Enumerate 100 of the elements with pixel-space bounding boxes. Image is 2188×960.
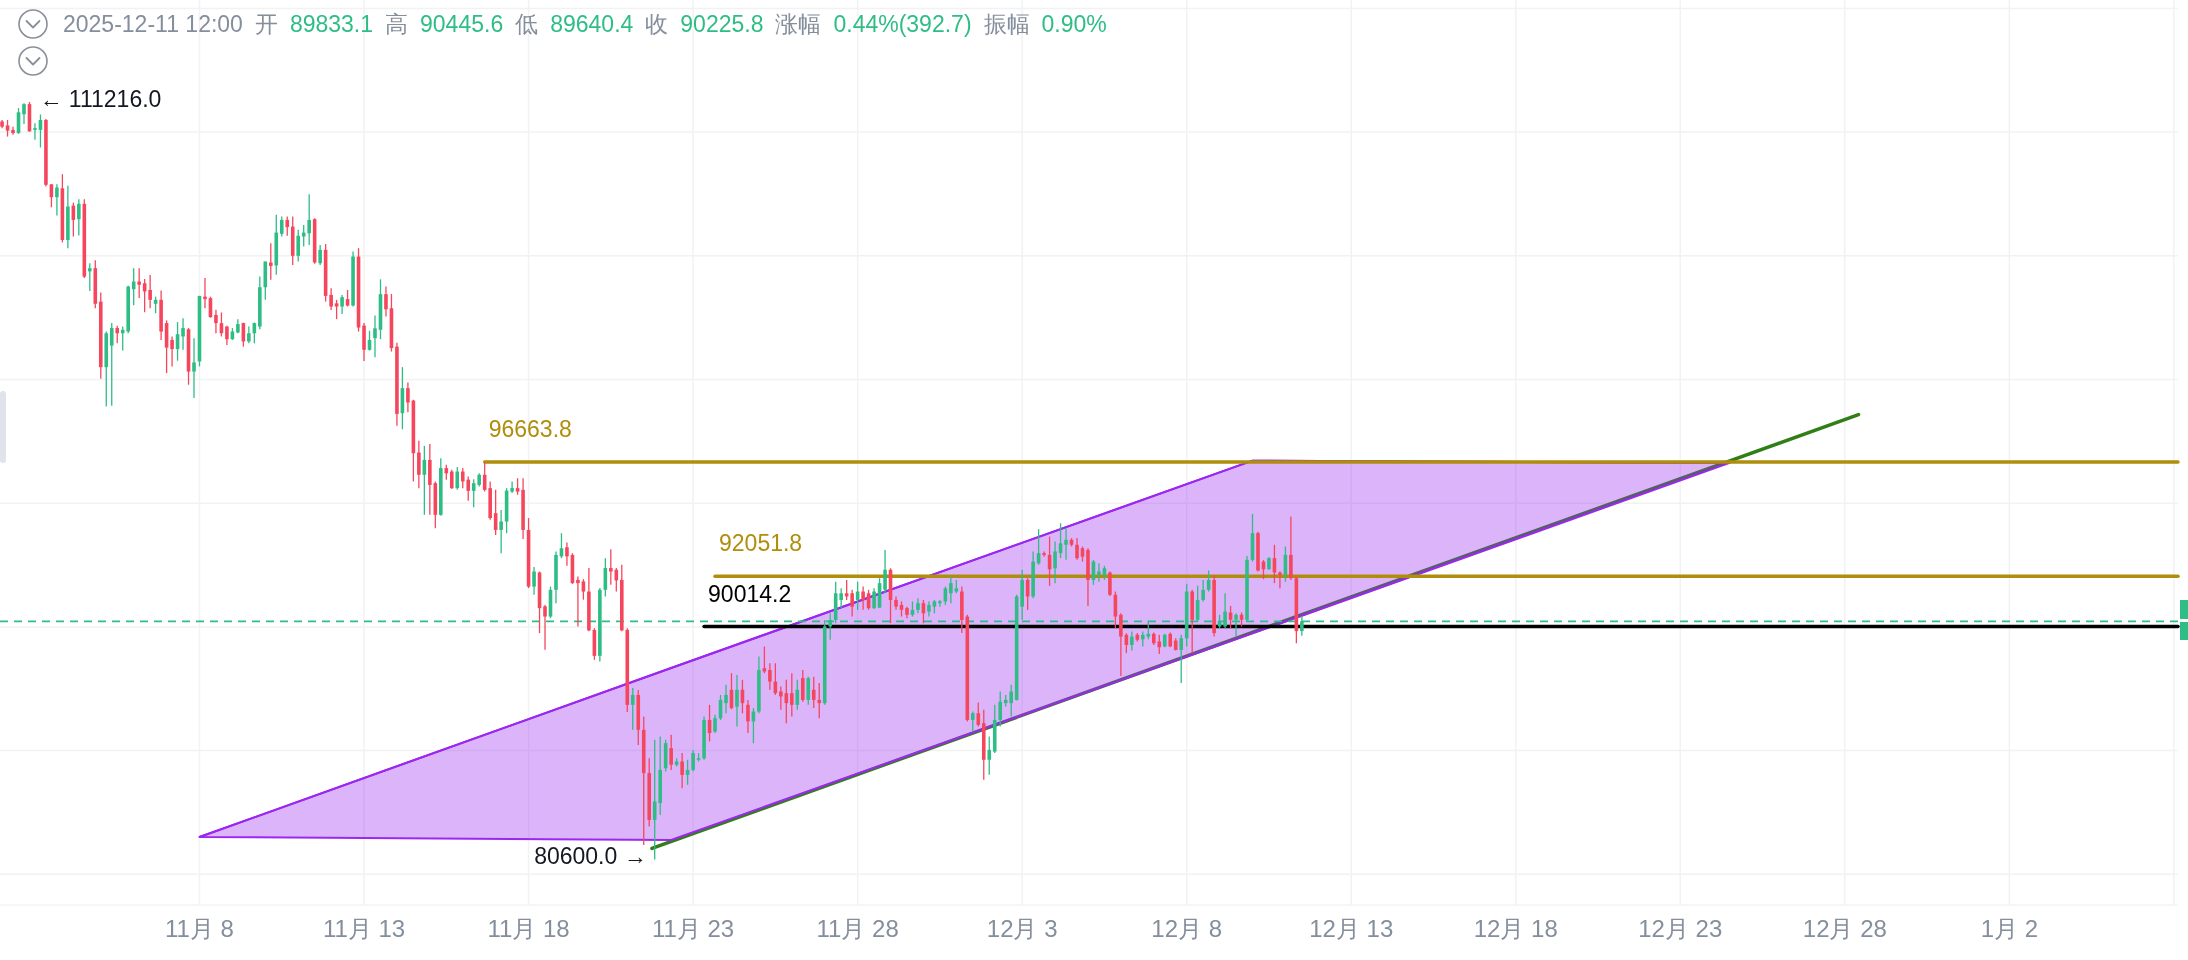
candlestick [872,587,876,610]
annotation: 89833.1 [289,10,374,38]
annotation: 低 [515,10,539,38]
candlestick [192,337,196,399]
candlestick [976,701,981,728]
candlestick [417,440,421,489]
annotation: 高 [385,10,409,38]
candlestick [691,749,695,773]
candlestick [77,198,81,237]
candlestick [307,193,311,246]
x-tick-label: 12月 23 [1638,914,1723,942]
x-tick-label: 12月 13 [1309,914,1394,942]
candlestick [576,575,580,628]
x-tick-label: 11月 13 [322,914,406,942]
candlestick [680,752,684,789]
annotation: 80600.0 → [534,843,647,870]
candlestick [987,735,992,776]
candlestick [55,183,59,217]
candlestick [214,309,218,334]
candlestick [1042,550,1046,558]
candlestick [861,585,865,611]
candlestick [724,684,728,714]
candlestick [285,215,290,237]
candlestick [543,604,547,651]
x-tick-label: 1月 2 [1980,914,2039,942]
candlestick [455,466,460,491]
candlestick [181,317,185,351]
candlestick [340,294,344,315]
candlestick [1130,630,1134,652]
candlestick [532,566,536,596]
annotation: 开 [254,10,278,38]
candlestick [279,215,284,238]
candlestick [318,244,322,266]
candlestick [268,242,273,281]
candlestick [170,335,174,368]
x-tick-label: 12月 18 [1473,914,1558,942]
candlestick [1053,540,1057,584]
candlestick [22,102,26,125]
x-tick-label: 12月 3 [986,914,1058,942]
annotation: 90225.8 [680,10,764,38]
annotation: 0.44%(392.7) [833,10,972,38]
candlestick [137,267,141,299]
candlestick [406,381,410,413]
candlestick [790,672,794,718]
candlestick [850,589,854,618]
candlestick [1179,634,1184,684]
x-tick-label: 11月 18 [487,914,570,942]
candlestick [949,575,953,604]
candlestick [800,669,805,703]
candlestick [1075,537,1079,561]
annotation: 89640.4 [550,10,634,38]
candlestick [806,676,811,706]
annotation: 振幅 [983,10,1030,38]
candlestick [609,548,613,586]
data-label: 92051.8 [719,530,803,557]
candlestick [449,469,454,490]
annotation: 涨幅 [775,10,822,38]
candlestick [746,699,750,734]
candlestick [148,274,152,309]
candlestick [296,229,301,263]
candlestick [373,314,377,358]
candlestick [971,710,975,733]
candlestick [1278,570,1282,589]
candlestick [1289,515,1293,581]
candlestick [33,122,37,141]
candlestick [839,587,843,609]
candlestick [11,126,15,136]
candlestick [1108,570,1112,597]
candlestick [795,679,800,711]
candlestick [927,600,931,618]
candlestick [225,325,229,346]
candlestick [510,480,514,494]
candlestick [88,262,92,292]
candlestick [1119,612,1123,677]
candlestick [735,674,739,728]
annotation: ← 111216.0 [39,86,162,113]
candlestick [329,287,333,311]
x-tick-label: 11月 28 [816,914,899,942]
candlestick [565,541,569,567]
candlestick [384,285,388,318]
candlestick [109,322,114,407]
candlestick [1064,527,1068,561]
candlestick [811,676,816,709]
x-tick-label: 11月 23 [651,914,735,942]
candlestick [938,599,942,608]
x-tick-label: 12月 8 [1151,914,1223,942]
candlestick [768,662,772,691]
data-label: 96663.8 [488,416,572,443]
candlestick [779,685,783,711]
x-tick-label: 12月 28 [1802,914,1887,942]
candlestick [817,682,822,719]
candlestick [1201,579,1205,603]
candlestick [1097,562,1101,583]
annotation: 收 [645,10,669,38]
candlestick [499,509,503,554]
annotation: 0.90% [1041,10,1107,38]
candlestick [669,734,673,771]
text: 2025-12-11 12:00 [63,10,243,38]
candlestick [630,687,635,731]
candlestick [334,299,339,320]
